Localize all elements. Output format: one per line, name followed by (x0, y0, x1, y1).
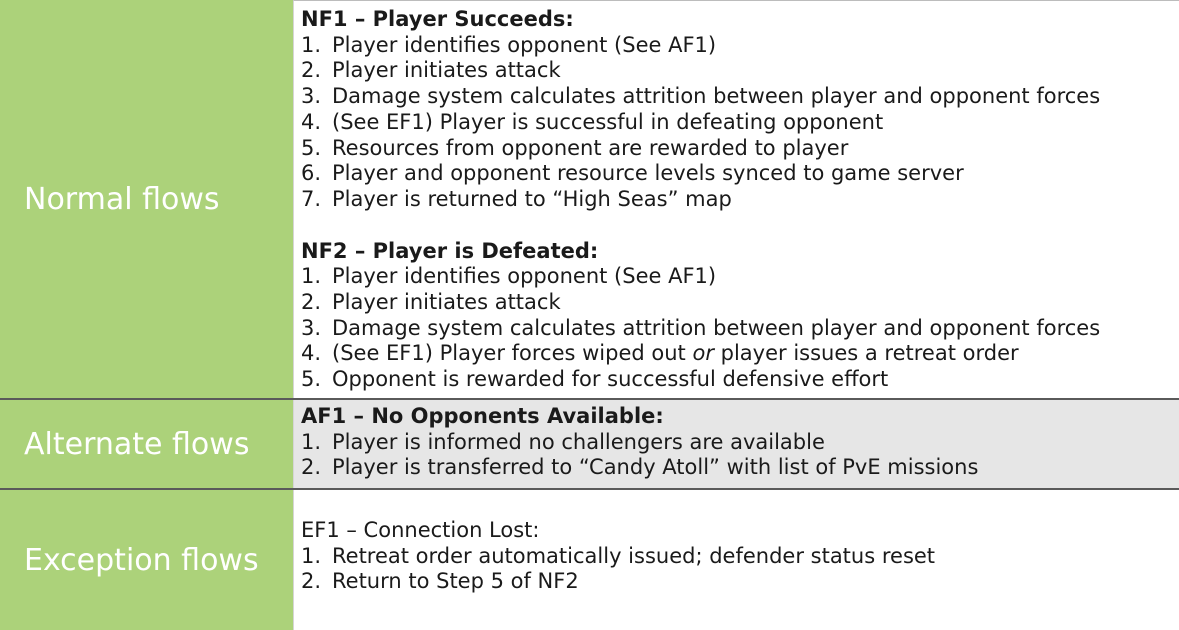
af1-title: AF1 – No Opponents Available: (301, 404, 664, 428)
normal-flows-label: Normal flows (0, 0, 293, 398)
list-item: 1. Retreat order automatically issued; de… (301, 543, 936, 568)
row-divider (0, 488, 1179, 490)
list-item: 2. Return to Step 5 of NF2 (301, 569, 579, 594)
ef1-steps: 1. Retreat order automatically issued; de… (301, 544, 1179, 595)
af1-steps: 1. Player is informed no challengers are … (301, 430, 1179, 481)
nf1-title: NF1 – Player Succeeds: (301, 7, 574, 31)
nf2-title: NF2 – Player is Defeated: (301, 238, 599, 263)
list-item: 1. Player is informed no challengers are … (301, 429, 825, 454)
list-item: 3. Damage system calculates attrition bet… (301, 315, 1101, 340)
nf1-steps: 1. Player identifies opponent (See AF1) 2… (301, 33, 1179, 213)
list-item: 5. Opponent is rewarded for successful de… (301, 367, 889, 392)
list-item: 4. (See EF1) Player is successful in defe… (301, 109, 884, 134)
alternate-flows-row: Alternate flows AF1 – No Opponents Avail… (0, 400, 1179, 488)
list-item: 5. Resources from opponent are rewarded t… (301, 135, 849, 160)
normal-flows-content: NF1 – Player Succeeds: 1. Player identifi… (293, 0, 1179, 398)
alternate-flows-content: AF1 – No Opponents Available: 1. Player i… (293, 400, 1179, 488)
alternate-flows-label: Alternate flows (0, 400, 293, 488)
section-spacer (301, 213, 1179, 239)
list-item: 1. Player identifies opponent (See AF1) (301, 264, 717, 289)
exception-flows-content: EF1 – Connection Lost: 1. Retreat order a… (293, 490, 1179, 630)
exception-flows-label: Exception flows (0, 490, 293, 630)
normal-flows-row: Normal flows NF1 – Player Succeeds: 1. Pl… (0, 0, 1179, 398)
row-divider (0, 398, 1179, 400)
exception-flows-row: Exception flows EF1 – Connection Lost: 1… (0, 490, 1179, 630)
nf2-steps: 1. Player identifies opponent (See AF1) 2… (301, 264, 1179, 393)
list-item: 2. Player is transferred to “Candy Atoll”… (301, 455, 979, 480)
list-item: 4. (See EF1) Player forces wiped out or p… (301, 341, 1019, 366)
list-item: 6. Player and opponent resource levels sy… (301, 161, 964, 186)
list-item: 2. Player initiates attack (301, 290, 561, 315)
ef1-title: EF1 – Connection Lost: (301, 518, 540, 542)
list-item: 3. Damage system calculates attrition bet… (301, 84, 1101, 109)
list-item: 7. Player is returned to “High Seas” map (301, 186, 732, 211)
list-item: 2. Player initiates attack (301, 58, 561, 83)
list-item: 1. Player identifies opponent (See AF1) (301, 32, 717, 57)
